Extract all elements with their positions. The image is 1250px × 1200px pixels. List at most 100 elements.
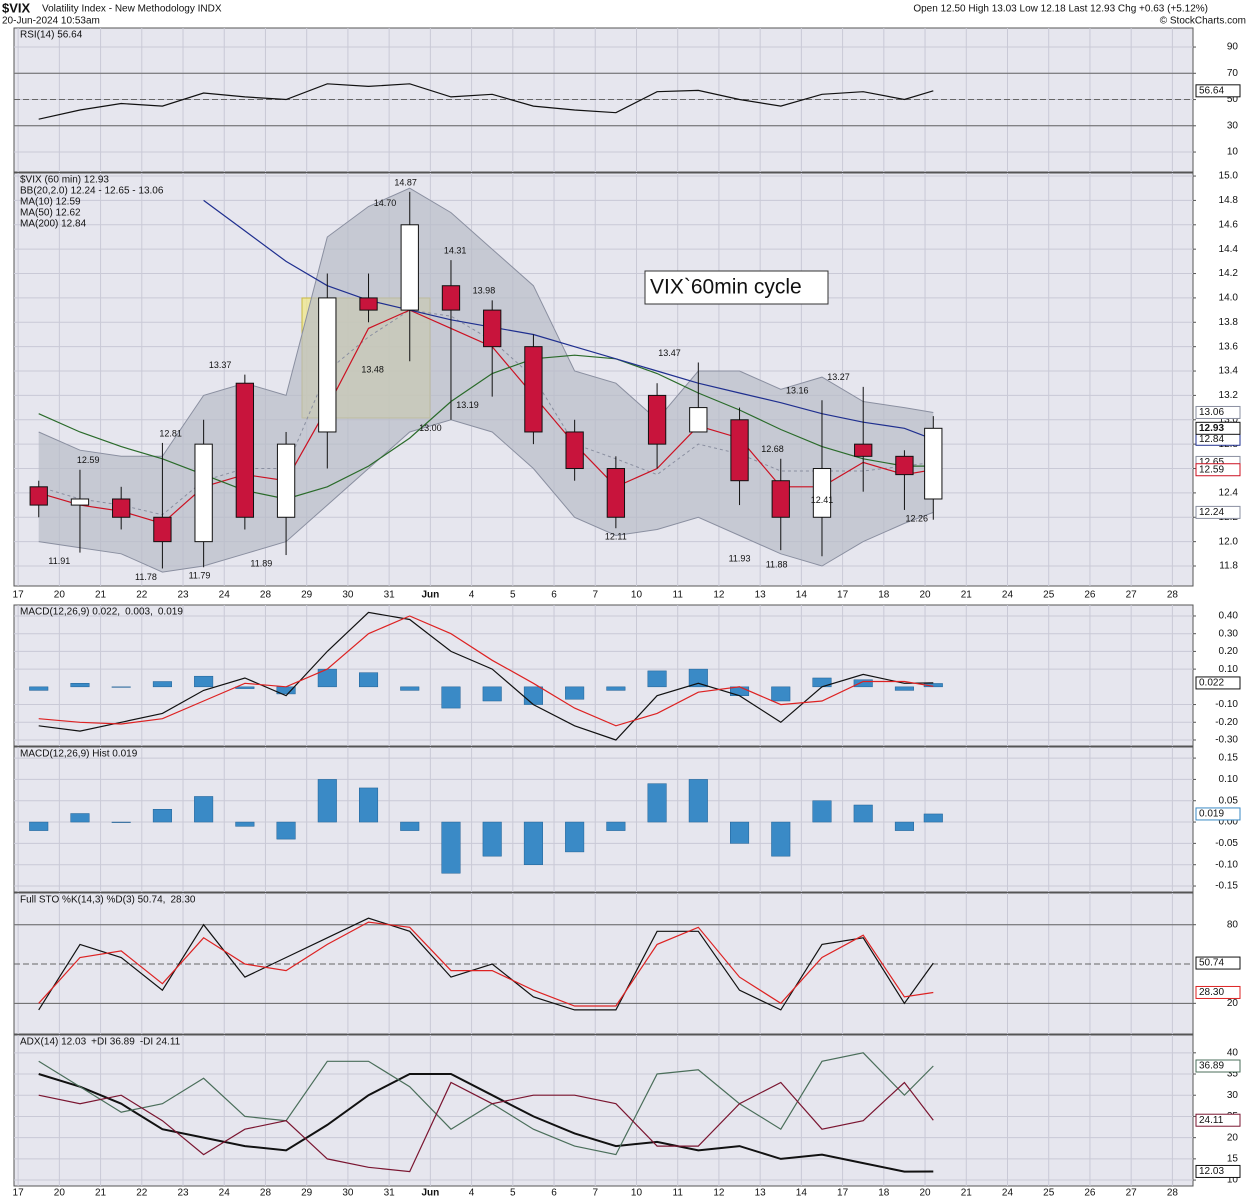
x-tick-label: 26 xyxy=(1084,1188,1096,1199)
y-tick-label: 11.8 xyxy=(1219,561,1238,572)
x-tick-label: 11 xyxy=(673,590,684,601)
bar xyxy=(400,821,420,831)
value-tag xyxy=(1195,1059,1241,1073)
bar xyxy=(812,800,832,823)
x-tick-label: 22 xyxy=(136,1188,148,1199)
y-tick-label: -0.15 xyxy=(1215,881,1238,892)
y-tick-label: 13.2 xyxy=(1219,390,1239,401)
point-label: 12.26 xyxy=(906,513,929,523)
security-name: Volatility Index - New Methodology INDX xyxy=(42,4,222,15)
y-tick-label: 20 xyxy=(1227,998,1239,1009)
x-tick-label: 23 xyxy=(177,1188,189,1199)
x-tick-label: 25 xyxy=(1043,1188,1055,1199)
x-tick-label: 23 xyxy=(177,590,189,601)
value-tag xyxy=(1195,463,1241,477)
bar xyxy=(771,821,791,857)
y-tick-label: -0.30 xyxy=(1215,735,1238,746)
bar xyxy=(523,686,543,705)
candle-body xyxy=(153,516,172,543)
bar xyxy=(441,821,461,874)
x-tick-label: 24 xyxy=(219,1188,231,1199)
y-tick-label: 13.4 xyxy=(1219,366,1239,377)
x-tick-label: 14 xyxy=(796,1188,808,1199)
series-line xyxy=(38,1081,934,1173)
y-tick-label: 0.05 xyxy=(1219,795,1239,806)
x-tick-label: 26 xyxy=(1084,590,1096,601)
legend-label: Full STO %K(14,3) %D(3) 50.74, xyxy=(20,895,165,906)
point-label: 13.98 xyxy=(473,286,496,296)
y-tick-label: 20 xyxy=(1227,1132,1239,1143)
x-tick-label: 17 xyxy=(837,1188,849,1199)
x-tick-label: 25 xyxy=(1043,590,1055,601)
bar xyxy=(647,783,667,823)
bar xyxy=(441,686,461,709)
value-tag xyxy=(1195,505,1241,519)
legend-label: +DI 36.89 xyxy=(91,1037,135,1048)
bar xyxy=(606,821,626,831)
bar xyxy=(853,804,873,823)
x-tick-label: 6 xyxy=(551,590,557,601)
point-label: 13.19 xyxy=(456,400,479,410)
bar xyxy=(688,668,708,688)
bar xyxy=(565,686,585,700)
value-tag-label: 13.06 xyxy=(1199,407,1224,418)
value-tag-label: 50.74 xyxy=(1199,958,1224,969)
candle-body xyxy=(483,309,502,348)
y-tick-label: -0.10 xyxy=(1215,699,1238,710)
legend-label: $VIX (60 min) 12.93 xyxy=(20,175,109,186)
y-tick-label: 80 xyxy=(1227,919,1239,930)
bar xyxy=(194,675,214,688)
value-tag xyxy=(1195,421,1241,435)
annotation-box xyxy=(644,270,829,305)
bar xyxy=(29,821,49,831)
y-tick-label: 14.6 xyxy=(1219,219,1239,230)
y-tick-label: 40 xyxy=(1227,1047,1239,1058)
y-tick-label: 0.20 xyxy=(1219,646,1239,657)
x-tick-label: 20 xyxy=(54,590,66,601)
x-tick-label: 21 xyxy=(961,590,973,601)
x-tick-label: 28 xyxy=(260,590,272,601)
legend-label: 0.019 xyxy=(158,607,183,618)
value-tag-label: 12.93 xyxy=(1199,423,1224,434)
bar xyxy=(152,681,172,688)
bar xyxy=(358,672,379,688)
legend-label: MA(50) 12.62 xyxy=(20,208,81,219)
x-tick-label: 17 xyxy=(13,590,25,601)
value-tag xyxy=(1195,1113,1241,1127)
value-tag-label: 0.019 xyxy=(1199,809,1224,820)
legend-label: MACD(12,26,9) Hist 0.019 xyxy=(20,749,138,760)
y-tick-label: 12.4 xyxy=(1219,488,1239,499)
x-tick-label: 12 xyxy=(713,1188,725,1199)
panel-bg xyxy=(13,1034,1194,1187)
y-tick-label: 13.0 xyxy=(1219,414,1239,425)
x-tick-label: 17 xyxy=(13,1188,25,1199)
x-tick-label: 12 xyxy=(713,590,725,601)
point-label: 13.48 xyxy=(361,365,384,375)
x-tick-label: 27 xyxy=(1126,1188,1138,1199)
x-tick-label: 13 xyxy=(755,1188,767,1199)
legend-label: 0.003, xyxy=(125,607,153,618)
candle-body xyxy=(400,224,419,311)
x-tick-label: Jun xyxy=(421,590,439,601)
series-line xyxy=(38,1073,934,1173)
candle-body xyxy=(730,419,749,482)
x-tick-label: 31 xyxy=(384,590,396,601)
x-tick-label: 14 xyxy=(796,590,808,601)
candle-body xyxy=(812,468,832,518)
x-tick-label: 20 xyxy=(919,590,931,601)
bar xyxy=(894,686,914,691)
y-tick-label: 15 xyxy=(1227,1153,1239,1164)
x-tick-label: 24 xyxy=(219,590,231,601)
point-label: 11.78 xyxy=(135,572,157,582)
point-label: 12.59 xyxy=(77,455,100,465)
value-tag-label: 36.89 xyxy=(1199,1061,1224,1072)
point-label: 13.16 xyxy=(786,386,809,396)
x-tick-label: 10 xyxy=(631,590,643,601)
x-tick-label: 18 xyxy=(878,1188,890,1199)
legend-label: 28.30 xyxy=(170,895,195,906)
bar xyxy=(853,679,873,688)
value-tag xyxy=(1195,985,1241,999)
y-tick-label: 30 xyxy=(1227,1090,1239,1101)
source: © StockCharts.com xyxy=(1160,16,1246,27)
